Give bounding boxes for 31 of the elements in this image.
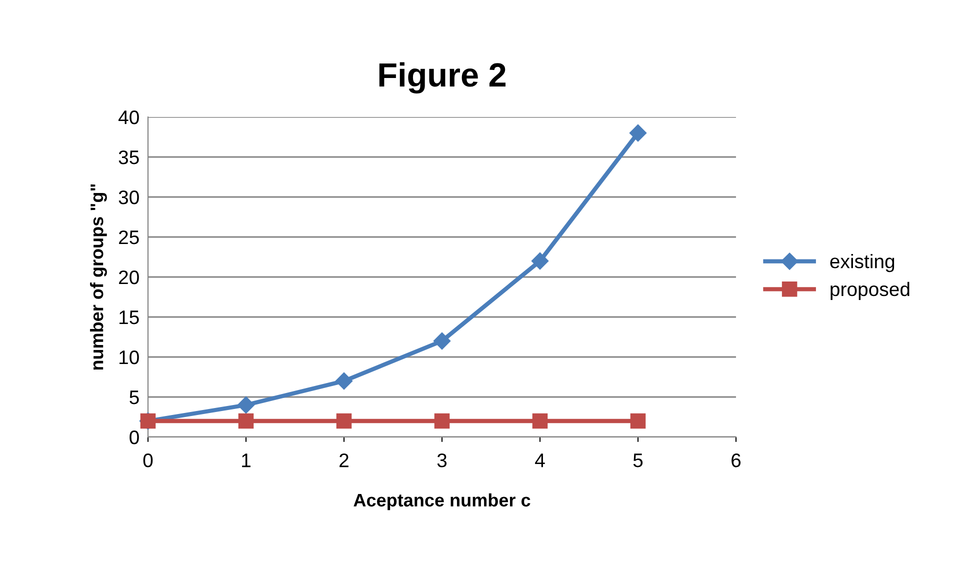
y-axis-title: number of groups "g" xyxy=(90,184,107,370)
x-tick-label: 1 xyxy=(242,454,250,468)
y-tick-label: 25 xyxy=(119,230,139,244)
chart-title: Figure 2 xyxy=(379,62,506,94)
point xyxy=(336,413,352,429)
x-tick-label: 2 xyxy=(340,453,348,468)
legend-label: existing xyxy=(830,254,894,272)
x-axis-title: Aceptance number c xyxy=(354,493,530,510)
x-tick-label: 0 xyxy=(143,453,153,468)
y-tick-label: 0 xyxy=(130,430,139,444)
y-tick-label: 35 xyxy=(118,150,139,164)
x-tick-label: 3 xyxy=(437,453,447,468)
point xyxy=(434,413,450,429)
legend-label: proposed xyxy=(830,282,910,300)
x-tick-label: 5 xyxy=(633,454,643,468)
y-tick-label: 15 xyxy=(120,310,139,324)
y-tick-label: 20 xyxy=(119,270,139,284)
point xyxy=(238,413,254,429)
point xyxy=(531,252,549,270)
point xyxy=(433,332,451,350)
point xyxy=(629,124,647,142)
y-tick-label: 5 xyxy=(130,390,139,404)
y-tick-label: 10 xyxy=(120,350,139,364)
point xyxy=(532,413,548,429)
x-tick-label: 6 xyxy=(732,453,741,468)
y-tick-label: 40 xyxy=(118,110,139,124)
point xyxy=(630,413,646,429)
x-tick-label: 4 xyxy=(535,454,545,468)
point xyxy=(335,372,353,390)
y-tick-label: 30 xyxy=(118,190,139,204)
point xyxy=(237,396,255,414)
